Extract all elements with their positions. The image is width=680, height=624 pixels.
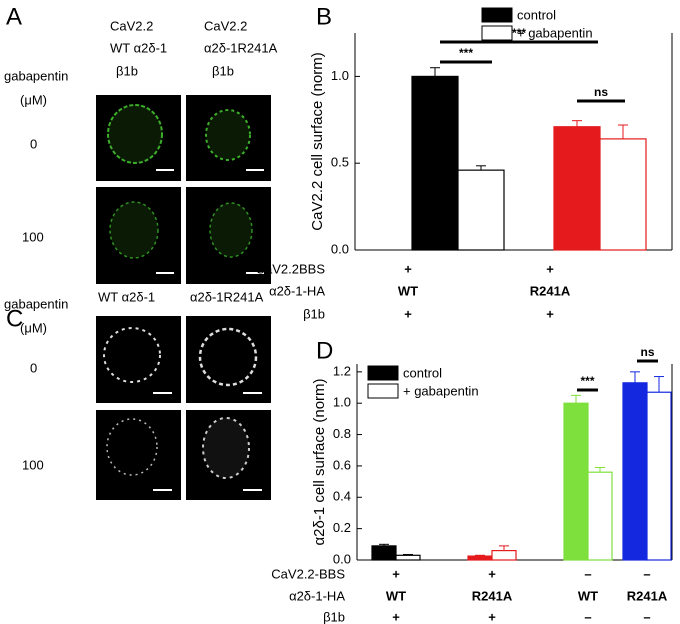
condition-label: CaV2.2-BBS (271, 566, 345, 581)
bar (491, 549, 517, 561)
legend-label: control (517, 7, 556, 22)
panel-label: C (6, 305, 23, 332)
row-title: (μM) (20, 92, 47, 107)
bar (622, 382, 648, 561)
legend-label: + gabapentin (403, 383, 479, 398)
column-header: WT α2δ-1 (110, 40, 167, 55)
significance-label: *** (580, 374, 594, 388)
condition-value: + (488, 609, 496, 624)
bar (411, 75, 459, 251)
condition-value: – (643, 566, 650, 581)
column-header: β1b (116, 63, 138, 78)
condition-value: + (546, 261, 554, 276)
bar (646, 391, 672, 561)
significance-label: ns (640, 345, 654, 359)
condition-value: – (643, 609, 650, 624)
column-header: β1b (212, 63, 234, 78)
panel-label: B (316, 3, 332, 30)
row-title: gabapentin (4, 296, 68, 311)
micrographs-c (96, 316, 271, 500)
y-tick-label: 0.6 (333, 457, 351, 472)
y-tick-label: 0.4 (333, 489, 351, 504)
y-tick-label: 1.0 (333, 395, 351, 410)
bar (599, 138, 647, 251)
column-header: WT α2δ-1 (98, 289, 155, 304)
condition-label: β1b (323, 609, 345, 624)
panel-label: D (316, 337, 333, 364)
row-title: gabapentin (4, 68, 68, 83)
bar (457, 169, 505, 251)
y-tick-label: 0.2 (333, 520, 351, 535)
condition-value: WT (386, 588, 406, 603)
condition-label: α2δ-1-HA (289, 588, 345, 603)
legend-swatch (481, 25, 513, 41)
y-tick-label: 0.5 (331, 155, 349, 170)
condition-value: + (404, 306, 412, 321)
bar (467, 555, 493, 561)
y-tick-label: 0.0 (333, 551, 351, 566)
row-label: 0 (30, 136, 37, 151)
bar (587, 471, 613, 561)
condition-value: + (392, 566, 400, 581)
y-tick-label: 1.2 (333, 363, 351, 378)
legend-label: control (403, 365, 442, 380)
legend-swatch (481, 7, 513, 23)
significance-label: *** (512, 26, 526, 40)
condition-value: R241A (530, 283, 571, 298)
condition-label: CaV2.2BBS (256, 261, 326, 276)
y-axis-label: α2δ-1 cell surface (norm) (311, 378, 328, 545)
significance-label: ns (594, 85, 608, 99)
micrographs-a (96, 95, 271, 284)
significance-label: *** (459, 46, 473, 60)
y-axis-label: CaV2.2 cell surface (norm) (309, 52, 326, 230)
panel-label: A (6, 3, 22, 30)
row-title: (μM) (20, 320, 47, 335)
condition-value: + (392, 609, 400, 624)
bar (395, 554, 421, 561)
condition-value: + (404, 261, 412, 276)
row-label: 100 (22, 229, 44, 244)
row-label: 0 (30, 360, 37, 375)
y-tick-label: 0.8 (333, 426, 351, 441)
condition-value: – (584, 609, 591, 624)
bar (553, 126, 601, 251)
y-tick-label: 0.0 (331, 241, 349, 256)
bar (371, 545, 397, 561)
condition-value: WT (398, 283, 418, 298)
legend-label: + gabapentin (517, 25, 593, 40)
legend-swatch (367, 365, 399, 381)
condition-value: R241A (627, 588, 668, 603)
y-tick-label: 1.0 (331, 68, 349, 83)
condition-value: – (584, 566, 591, 581)
condition-value: + (488, 566, 496, 581)
condition-label: β1b (303, 306, 325, 321)
row-label: 100 (22, 457, 44, 472)
column-header: CaV2.2 (204, 18, 247, 33)
bar (563, 402, 589, 561)
condition-value: R241A (472, 588, 513, 603)
condition-value: + (546, 306, 554, 321)
column-header: α2δ-1R241A (190, 289, 264, 304)
condition-label: α2δ-1-HA (269, 283, 325, 298)
column-header: CaV2.2 (110, 18, 153, 33)
condition-value: WT (578, 588, 598, 603)
column-header: α2δ-1R241A (204, 40, 278, 55)
legend-swatch (367, 383, 399, 399)
